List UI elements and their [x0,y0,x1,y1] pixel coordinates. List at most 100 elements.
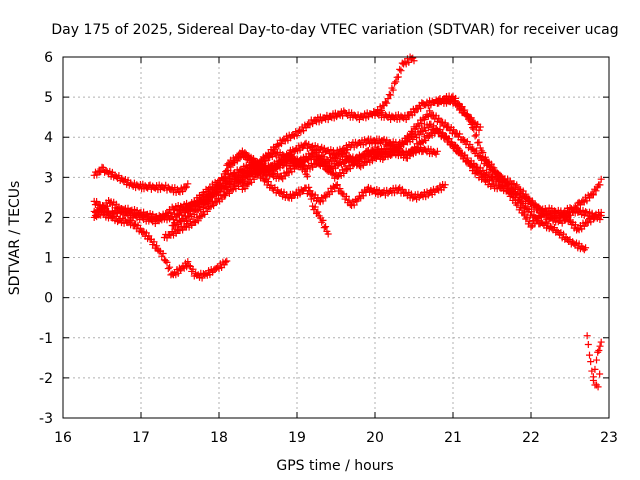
data-point [359,192,367,200]
y-tick-label: -3 [39,411,53,427]
data-point [378,106,385,114]
data-point [595,346,603,354]
data-point [340,169,348,177]
data-point [316,155,324,163]
y-tick-label: 5 [44,90,53,106]
data-point [482,157,489,165]
chart-title: Day 175 of 2025, Sidereal Day-to-day VTE… [51,22,618,38]
data-point [228,186,236,194]
data-point [571,221,579,229]
data-point [476,123,484,131]
data-point [274,140,281,148]
data-point [573,204,581,212]
y-tick-label: 0 [44,291,53,307]
data-point [441,181,449,189]
data-point [475,126,483,134]
data-point [418,120,426,128]
data-point [597,338,605,346]
data-point [397,67,405,75]
data-point [193,207,201,215]
data-point [526,217,534,225]
data-point [189,265,197,273]
data-point [441,119,449,127]
data-point [223,257,231,265]
data-point [454,145,462,153]
data-point [324,230,332,238]
data-point [470,159,478,167]
data-point [580,222,588,230]
data-point [583,332,591,340]
data-point [433,147,441,155]
data-point [418,138,426,146]
data-point [435,114,443,122]
y-tick-label: 1 [44,251,53,267]
data-point [322,193,330,201]
data-point [285,151,293,159]
data-point [305,187,313,195]
data-point [596,342,604,350]
data-point [167,209,175,217]
data-point [323,162,331,170]
data-point [349,161,357,169]
data-point [319,161,327,169]
data-point [346,164,354,172]
data-point [166,263,174,271]
data-point [587,358,595,366]
data-point [184,205,192,213]
series-track-11 [433,92,484,134]
data-point [528,197,536,205]
data-point [472,147,480,155]
data-point [475,152,483,160]
data-point [488,163,496,171]
data-point [350,201,358,209]
grid [62,56,610,419]
data-point [264,178,272,186]
data-point [206,197,214,205]
x-tick-label: 17 [132,430,150,446]
data-point [314,208,322,216]
data-point [479,166,487,174]
data-point [225,189,233,197]
data-point [450,126,458,134]
data-point [222,258,229,266]
x-tick-label: 20 [366,430,384,446]
data-point [115,204,123,212]
data-point [145,232,153,240]
data-point [594,348,602,356]
data-point [128,217,136,225]
data-point [500,177,508,185]
data-point [402,138,410,146]
data-point [336,185,344,193]
data-point [93,198,101,206]
data-point [303,172,311,180]
data-point [342,192,350,200]
data-point [408,148,416,156]
x-tick-label: 23 [600,430,618,446]
y-tick-label: 2 [44,210,53,226]
data-point [513,191,521,199]
data-point [387,91,395,99]
data-point [319,216,327,224]
data-point [467,114,475,122]
data-point [589,376,597,384]
data-point [522,190,530,198]
data-point [112,200,120,208]
data-point [394,73,402,81]
data-point [456,130,464,138]
data-point [472,131,480,139]
data-point [591,365,599,373]
data-point [355,157,363,165]
data-point [160,213,168,221]
data-point [319,197,327,205]
x-tick-label: 21 [444,430,462,446]
data-point [414,143,422,151]
data-point [528,208,536,216]
series-track-8 [223,107,590,254]
data-point [255,168,263,176]
data-point [222,191,230,199]
data-point [358,154,366,162]
data-point [452,94,460,102]
data-point [597,175,605,183]
data-point [383,99,391,107]
data-point [563,212,571,220]
